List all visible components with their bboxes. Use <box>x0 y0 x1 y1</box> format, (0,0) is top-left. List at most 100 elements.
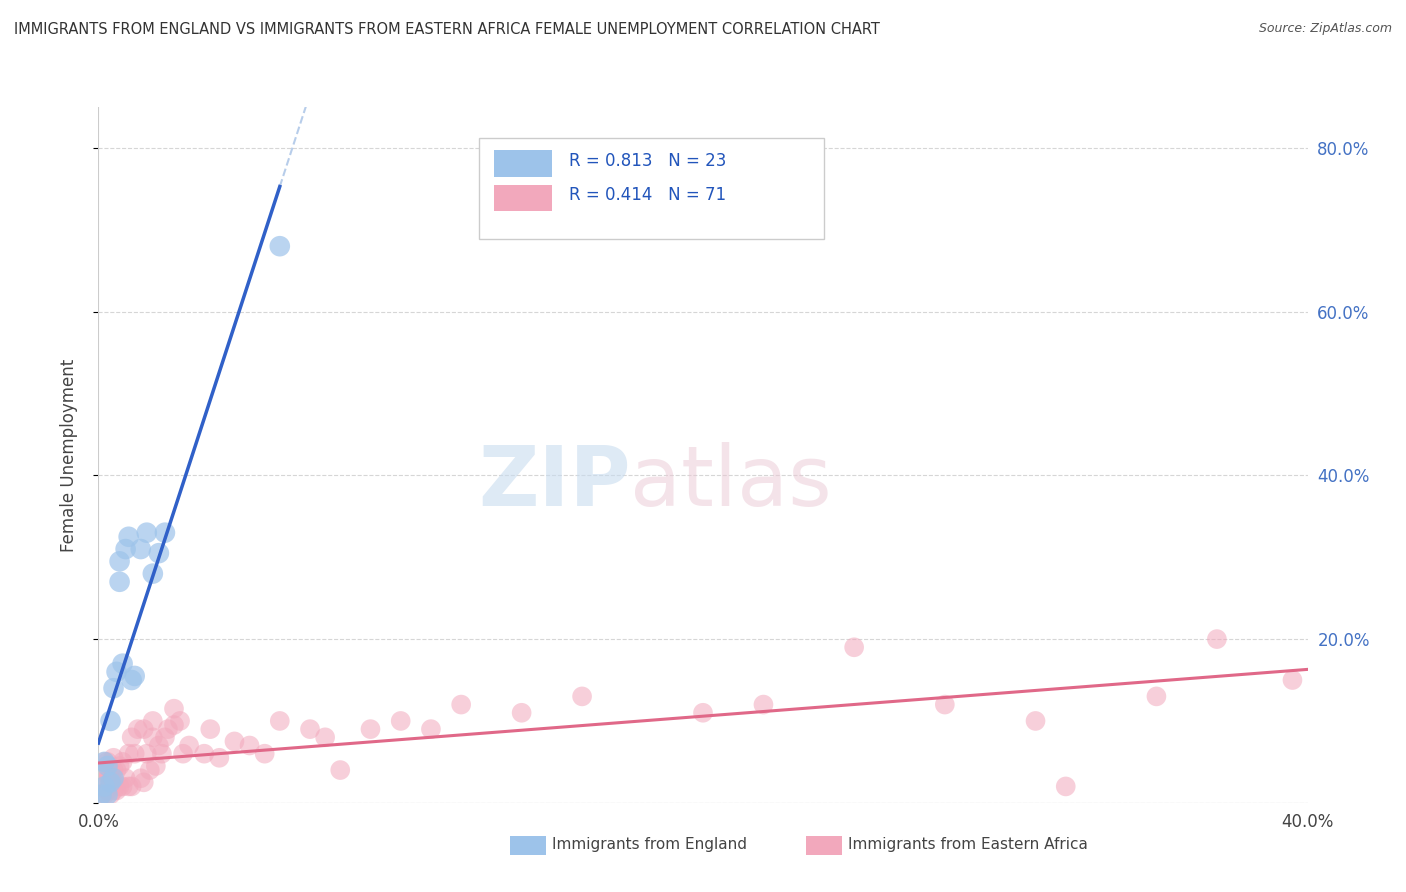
Point <box>96 783 118 797</box>
Point <box>934 698 956 712</box>
Bar <box>509 836 546 855</box>
Bar <box>494 150 551 177</box>
Point <box>96 759 118 773</box>
Text: IMMIGRANTS FROM ENGLAND VS IMMIGRANTS FROM EASTERN AFRICA FEMALE UNEMPLOYMENT CO: IMMIGRANTS FROM ENGLAND VS IMMIGRANTS FR… <box>14 22 880 37</box>
Point <box>844 640 866 655</box>
Point <box>142 731 165 745</box>
Text: R = 0.414   N = 71: R = 0.414 N = 71 <box>569 186 725 204</box>
Point <box>200 722 222 736</box>
Point <box>169 714 191 728</box>
Point <box>208 751 231 765</box>
Point <box>100 775 122 789</box>
Point <box>148 739 170 753</box>
Point <box>93 755 115 769</box>
Point <box>108 780 131 794</box>
Point <box>153 525 176 540</box>
Point <box>90 763 112 777</box>
Point <box>571 690 593 704</box>
Point <box>100 788 122 802</box>
Point <box>163 701 186 715</box>
Point <box>100 714 122 728</box>
Point <box>360 722 382 736</box>
Point <box>121 731 143 745</box>
Point <box>90 775 112 789</box>
Y-axis label: Female Unemployment: Female Unemployment <box>59 359 77 551</box>
Point <box>163 718 186 732</box>
Point <box>269 714 291 728</box>
Point <box>142 566 165 581</box>
Point <box>105 665 128 679</box>
Point <box>179 739 201 753</box>
Point <box>239 739 262 753</box>
Text: Immigrants from England: Immigrants from England <box>553 837 747 852</box>
FancyBboxPatch shape <box>479 138 824 239</box>
Point <box>135 525 157 540</box>
Bar <box>494 185 551 211</box>
Point <box>129 542 152 557</box>
Point <box>93 771 115 785</box>
Point <box>96 788 118 802</box>
Point <box>752 698 775 712</box>
Point <box>121 673 143 687</box>
Point <box>96 767 118 781</box>
Point <box>103 681 125 696</box>
Point <box>153 731 176 745</box>
Point <box>389 714 412 728</box>
Point <box>118 747 141 761</box>
Point <box>1281 673 1303 687</box>
Text: Immigrants from Eastern Africa: Immigrants from Eastern Africa <box>848 837 1088 852</box>
Point <box>269 239 291 253</box>
Point <box>111 755 134 769</box>
Point <box>329 763 352 777</box>
Point <box>420 722 443 736</box>
Point <box>100 775 122 789</box>
Point <box>510 706 533 720</box>
Point <box>692 706 714 720</box>
Point <box>103 751 125 765</box>
Point <box>314 731 336 745</box>
Point <box>103 783 125 797</box>
Text: R = 0.813   N = 23: R = 0.813 N = 23 <box>569 152 725 169</box>
Point <box>172 747 194 761</box>
Point <box>224 734 246 748</box>
Point <box>108 574 131 589</box>
Point <box>93 788 115 802</box>
Point <box>103 775 125 789</box>
Point <box>111 780 134 794</box>
Point <box>103 771 125 785</box>
Point <box>103 763 125 777</box>
Point <box>150 747 173 761</box>
Point <box>96 755 118 769</box>
Point <box>124 669 146 683</box>
Point <box>156 722 179 736</box>
Bar <box>806 836 842 855</box>
Point <box>1024 714 1046 728</box>
Point <box>253 747 276 761</box>
Point <box>105 783 128 797</box>
Point <box>135 747 157 761</box>
Point <box>111 657 134 671</box>
Point <box>142 714 165 728</box>
Point <box>450 698 472 712</box>
Point <box>1206 632 1229 646</box>
Point <box>1144 690 1167 704</box>
Text: atlas: atlas <box>630 442 832 524</box>
Point <box>114 771 136 785</box>
Point <box>193 747 215 761</box>
Text: ZIP: ZIP <box>478 442 630 524</box>
Point <box>108 554 131 568</box>
Point <box>118 530 141 544</box>
Point <box>1054 780 1077 794</box>
Point <box>114 542 136 557</box>
Point <box>90 788 112 802</box>
Point <box>145 759 167 773</box>
Point <box>124 747 146 761</box>
Point <box>105 763 128 777</box>
Point <box>132 722 155 736</box>
Point <box>108 759 131 773</box>
Point <box>129 771 152 785</box>
Point <box>127 722 149 736</box>
Point <box>93 780 115 794</box>
Point <box>121 780 143 794</box>
Point <box>132 775 155 789</box>
